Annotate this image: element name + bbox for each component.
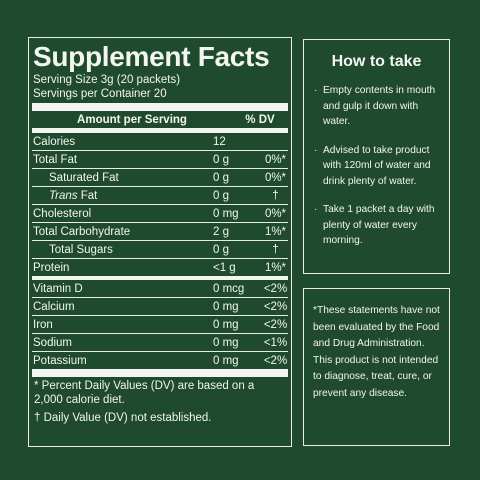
nutrient-row-sodium: Sodium 0 mg <1% bbox=[32, 334, 288, 352]
nutrient-amount: 0 mcg bbox=[213, 282, 245, 295]
how-to-take-panel: How to take · Empty contents in mouth and… bbox=[303, 39, 450, 274]
facts-footnotes: * Percent Daily Values (DV) are based on… bbox=[32, 377, 288, 425]
nutrient-amount: <1 g bbox=[213, 261, 236, 274]
thick-divider-bottom bbox=[32, 369, 288, 377]
facts-header-row: Amount per Serving % DV bbox=[32, 111, 288, 133]
nutrient-dv: 0%* bbox=[264, 153, 287, 166]
thick-divider bbox=[32, 103, 288, 111]
trans-italic: Trans bbox=[49, 189, 78, 202]
nutrient-name: Cholesterol bbox=[33, 207, 92, 220]
nutrient-dv: 0%* bbox=[264, 171, 287, 184]
nutrient-row-total-fat: Total Fat 0 g 0%* bbox=[32, 151, 288, 169]
nutrient-amount: 0 g bbox=[213, 153, 229, 166]
instruction-text: Advised to take product with 120ml of wa… bbox=[323, 144, 431, 187]
nutrient-row-iron: Iron 0 mg <2% bbox=[32, 316, 288, 334]
instruction-text: Empty contents in mouth and gulp it down… bbox=[323, 85, 436, 127]
nutrient-amount: 2 g bbox=[213, 225, 229, 238]
nutrient-name: Total Fat bbox=[33, 153, 78, 166]
dv-header: % DV bbox=[245, 113, 275, 126]
nutrient-dv: <2% bbox=[263, 282, 288, 295]
nutrient-amount: 0 g bbox=[213, 243, 229, 256]
list-item: · Empty contents in mouth and gulp it dow… bbox=[314, 83, 439, 130]
nutrient-row-trans-fat: Trans Fat 0 g † bbox=[32, 187, 288, 205]
nutrient-amount: 0 mg bbox=[213, 300, 239, 313]
trans-rest: Fat bbox=[77, 189, 98, 202]
supplement-facts-panel: Supplement Facts Serving Size 3g (20 pac… bbox=[28, 37, 292, 447]
nutrient-amount: 0 g bbox=[213, 171, 229, 184]
nutrient-name: Total Sugars bbox=[49, 243, 113, 256]
nutrient-dv: 0%* bbox=[264, 207, 287, 220]
nutrient-dv: <1% bbox=[263, 336, 288, 349]
nutrient-amount: 0 g bbox=[213, 189, 229, 202]
nutrient-row-calories: Calories 12 bbox=[32, 133, 288, 151]
how-to-take-list: · Empty contents in mouth and gulp it dow… bbox=[304, 83, 449, 249]
nutrient-row-potassium: Potassium 0 mg <2% bbox=[32, 352, 288, 369]
nutrient-name: Saturated Fat bbox=[49, 171, 119, 184]
footnote-dv-not-established: † Daily Value (DV) not established. bbox=[34, 412, 212, 424]
nutrient-row-total-sugars: Total Sugars 0 g † bbox=[32, 241, 288, 259]
nutrient-dv: † bbox=[272, 243, 279, 256]
amount-header: Amount per Serving bbox=[77, 113, 187, 126]
nutrient-name: Iron bbox=[33, 318, 53, 331]
nutrient-name: Calories bbox=[33, 135, 76, 148]
facts-title: Supplement Facts bbox=[33, 41, 270, 72]
serving-size: Serving Size 3g (20 packets) bbox=[33, 74, 181, 86]
nutrient-dv: 1%* bbox=[264, 225, 287, 238]
nutrient-amount: 12 bbox=[213, 135, 226, 148]
fda-disclaimer: *These statements have not been evaluate… bbox=[303, 288, 450, 446]
nutrient-dv: 1%* bbox=[264, 261, 287, 274]
nutrient-dv: † bbox=[272, 189, 279, 202]
nutrient-amount: 0 mg bbox=[213, 207, 239, 220]
nutrient-amount: 0 mg bbox=[213, 336, 239, 349]
nutrient-row-protein: Protein <1 g 1%* bbox=[32, 259, 288, 280]
footnote-dv-basis: * Percent Daily Values (DV) are based on… bbox=[34, 380, 255, 406]
nutrient-name: Vitamin D bbox=[33, 282, 83, 295]
list-item: · Take 1 packet a day with plenty of wate… bbox=[314, 202, 439, 249]
nutrient-name: Total Carbohydrate bbox=[33, 225, 131, 238]
how-to-take-title: How to take bbox=[331, 53, 422, 70]
nutrient-name: Protein bbox=[33, 261, 70, 274]
instruction-text: Take 1 packet a day with plenty of water… bbox=[323, 204, 435, 246]
nutrient-amount: 0 mg bbox=[213, 354, 239, 367]
nutrient-row-cholesterol: Cholesterol 0 mg 0%* bbox=[32, 205, 288, 223]
nutrient-name: Potassium bbox=[33, 354, 87, 367]
bullet-icon: · bbox=[314, 144, 318, 156]
nutrient-name: Calcium bbox=[33, 300, 75, 313]
nutrient-dv: <2% bbox=[263, 318, 288, 331]
servings-per-container: Servings per Container 20 bbox=[33, 88, 167, 100]
nutrient-row-saturated-fat: Saturated Fat 0 g 0%* bbox=[32, 169, 288, 187]
nutrient-row-total-carbohydrate: Total Carbohydrate 2 g 1%* bbox=[32, 223, 288, 241]
nutrient-row-calcium: Calcium 0 mg <2% bbox=[32, 298, 288, 316]
list-item: · Advised to take product with 120ml of w… bbox=[314, 143, 439, 190]
nutrient-row-vitamin-d: Vitamin D 0 mcg <2% bbox=[32, 280, 288, 298]
nutrient-dv: <2% bbox=[263, 300, 288, 313]
nutrient-name: Sodium bbox=[33, 336, 72, 349]
bullet-icon: · bbox=[314, 85, 318, 96]
nutrient-name: Trans Fat bbox=[32, 190, 213, 202]
nutrient-amount: 0 mg bbox=[213, 318, 239, 331]
nutrient-dv: <2% bbox=[263, 354, 288, 367]
bullet-icon: · bbox=[314, 204, 318, 215]
